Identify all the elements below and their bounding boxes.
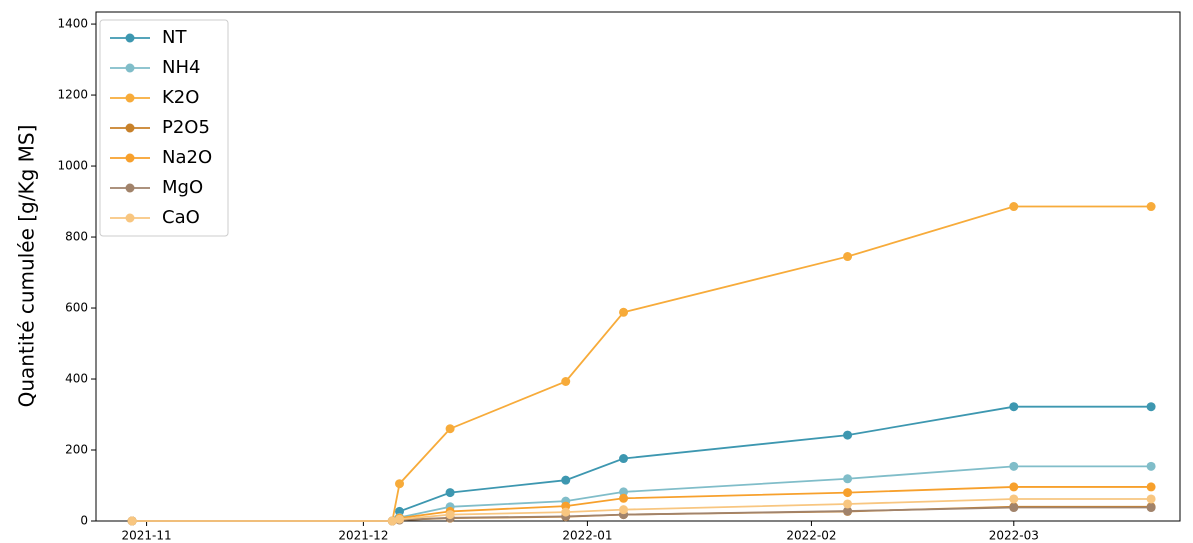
legend-marker bbox=[125, 153, 135, 163]
legend-label: MgO bbox=[162, 177, 203, 198]
data-point bbox=[1146, 503, 1156, 513]
data-point bbox=[1009, 482, 1019, 492]
legend-label: NT bbox=[162, 27, 187, 48]
plot-frame bbox=[95, 11, 1181, 522]
data-point bbox=[619, 307, 629, 317]
y-tick-label: 800 bbox=[65, 230, 88, 244]
data-point bbox=[445, 424, 455, 434]
legend-label: NH4 bbox=[162, 57, 200, 78]
data-point bbox=[843, 506, 853, 516]
data-point bbox=[843, 474, 853, 484]
legend-marker bbox=[125, 123, 135, 133]
y-tick-label: 0 bbox=[80, 514, 88, 528]
y-tick-label: 1200 bbox=[57, 88, 88, 102]
data-point bbox=[843, 488, 853, 498]
legend-marker bbox=[125, 63, 135, 73]
legend-marker bbox=[125, 33, 135, 43]
x-tick-label: 2021-12 bbox=[338, 529, 388, 543]
y-tick-label: 1000 bbox=[57, 159, 88, 173]
data-point bbox=[1009, 402, 1019, 412]
data-point bbox=[1146, 461, 1156, 471]
series-line bbox=[132, 205, 1152, 522]
legend-label: Na2O bbox=[162, 147, 212, 168]
data-point bbox=[445, 510, 455, 520]
legend-marker bbox=[125, 183, 135, 193]
legend-box bbox=[99, 19, 229, 237]
x-tick-label: 2022-03 bbox=[989, 529, 1039, 543]
y-tick-label: 600 bbox=[65, 301, 88, 315]
data-point bbox=[1009, 494, 1019, 504]
legend-marker bbox=[125, 213, 135, 223]
legend-label: K2O bbox=[162, 87, 199, 108]
data-point bbox=[395, 514, 405, 524]
data-point bbox=[127, 516, 137, 526]
series-line bbox=[132, 498, 1152, 522]
data-point bbox=[1009, 503, 1019, 513]
data-point bbox=[843, 252, 853, 262]
data-point bbox=[561, 475, 571, 485]
legend-label: P2O5 bbox=[162, 117, 210, 138]
data-point bbox=[619, 487, 629, 497]
x-tick-label: 2021-11 bbox=[122, 529, 172, 543]
data-point bbox=[619, 505, 629, 515]
x-tick-label: 2022-02 bbox=[786, 529, 836, 543]
data-point bbox=[1009, 202, 1019, 212]
data-point bbox=[843, 499, 853, 509]
data-point bbox=[843, 430, 853, 440]
y-tick-label: 200 bbox=[65, 443, 88, 457]
series-line bbox=[132, 486, 1152, 522]
data-point bbox=[1146, 482, 1156, 492]
data-point bbox=[561, 377, 571, 387]
data-point bbox=[619, 454, 629, 464]
data-point bbox=[387, 516, 397, 526]
data-point bbox=[619, 493, 629, 503]
series-line bbox=[132, 405, 1152, 522]
data-point bbox=[395, 479, 405, 489]
series-line bbox=[132, 465, 1152, 522]
legend-marker bbox=[125, 93, 135, 103]
legend-label: CaO bbox=[162, 207, 200, 228]
data-point bbox=[445, 488, 455, 498]
data-point bbox=[1009, 461, 1019, 471]
data-point bbox=[1146, 494, 1156, 504]
y-tick-label: 1400 bbox=[57, 17, 88, 31]
y-axis-label: Quantité cumulée [g/Kg MS] bbox=[15, 125, 39, 408]
y-tick-label: 400 bbox=[65, 372, 88, 386]
data-point bbox=[1146, 402, 1156, 412]
data-point bbox=[1146, 202, 1156, 212]
x-tick-label: 2022-01 bbox=[562, 529, 612, 543]
data-point bbox=[561, 507, 571, 517]
